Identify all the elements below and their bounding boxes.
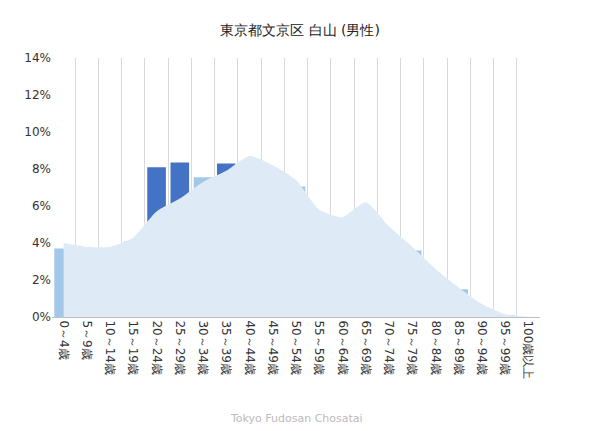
- svg-text:6%: 6%: [32, 199, 51, 213]
- svg-text:75～79歳: 75～79歳: [405, 320, 419, 375]
- svg-text:40～44歳: 40～44歳: [243, 320, 257, 375]
- svg-text:90～94歳: 90～94歳: [475, 320, 489, 375]
- svg-text:60～64歳: 60～64歳: [336, 320, 350, 375]
- svg-text:Tokyo Fudosan Chosatai: Tokyo Fudosan Chosatai: [230, 412, 363, 425]
- svg-text:35～39歳: 35～39歳: [219, 320, 233, 375]
- svg-text:15～19歳: 15～19歳: [126, 320, 140, 375]
- svg-text:10～14歳: 10～14歳: [103, 320, 117, 375]
- svg-text:50～54歳: 50～54歳: [289, 320, 303, 375]
- svg-text:20～24歳: 20～24歳: [150, 320, 164, 375]
- svg-text:10%: 10%: [24, 125, 51, 139]
- svg-text:45～49歳: 45～49歳: [266, 320, 280, 375]
- svg-text:12%: 12%: [24, 88, 51, 102]
- svg-text:0%: 0%: [32, 310, 51, 324]
- svg-text:30～34歳: 30～34歳: [196, 320, 210, 375]
- svg-text:2%: 2%: [32, 273, 51, 287]
- svg-text:55～59歳: 55～59歳: [312, 320, 326, 375]
- svg-text:0～4歳: 0～4歳: [57, 320, 71, 359]
- svg-text:14%: 14%: [24, 51, 51, 65]
- svg-text:80～84歳: 80～84歳: [429, 320, 443, 375]
- svg-text:100歳以上: 100歳以上: [521, 320, 535, 379]
- svg-text:25～29歳: 25～29歳: [173, 320, 187, 375]
- svg-text:4%: 4%: [32, 236, 51, 250]
- svg-text:95～99歳: 95～99歳: [498, 320, 512, 375]
- svg-text:8%: 8%: [32, 162, 51, 176]
- svg-text:東京都文京区 白山 (男性): 東京都文京区 白山 (男性): [220, 22, 380, 38]
- svg-text:5～9歳: 5～9歳: [80, 320, 94, 359]
- svg-text:85～89歳: 85～89歳: [452, 320, 466, 375]
- svg-text:65～69歳: 65～69歳: [359, 320, 373, 375]
- svg-text:70～74歳: 70～74歳: [382, 320, 396, 375]
